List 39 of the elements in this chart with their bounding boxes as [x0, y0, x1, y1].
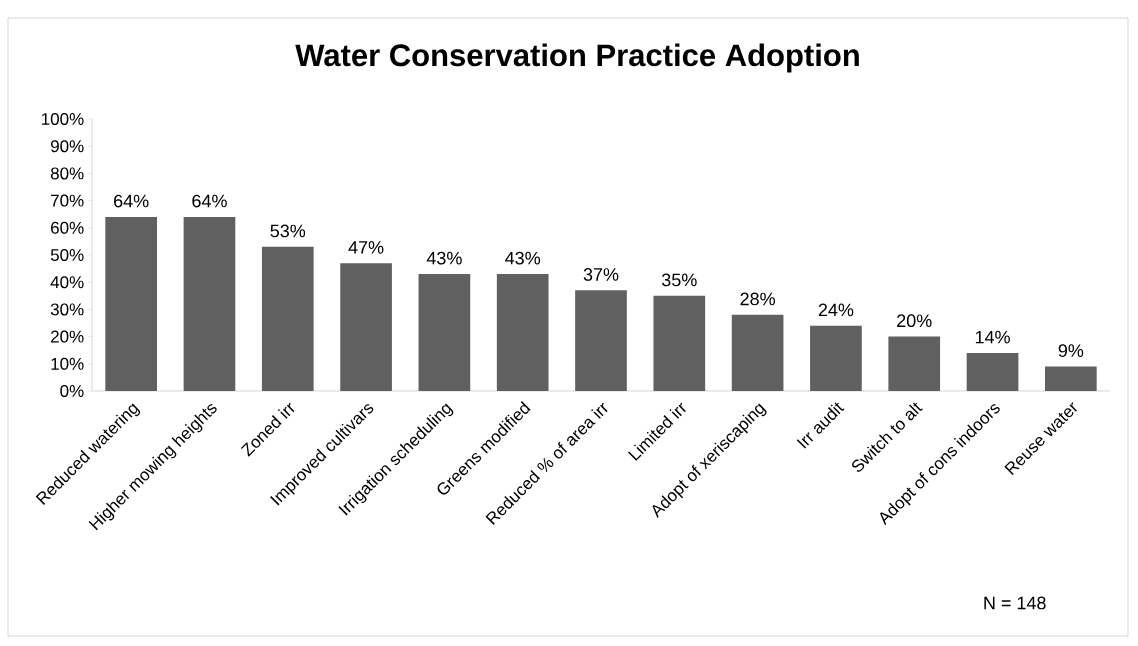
chart-title: Water Conservation Practice Adoption [295, 43, 859, 73]
bar [340, 263, 392, 391]
bar [183, 216, 236, 391]
y-tick-label: 0% [60, 384, 84, 398]
y-tick-label: 90% [50, 140, 84, 153]
data-label: 37% [583, 268, 619, 281]
bar [418, 274, 471, 391]
data-label: 64% [114, 194, 149, 208]
bar [731, 314, 784, 391]
data-label: 28% [740, 292, 775, 306]
bar [810, 325, 862, 391]
data-label: 35% [661, 273, 697, 287]
bar [1045, 366, 1097, 391]
y-tick-label: 80% [50, 167, 84, 180]
y-tick-label: 50% [50, 248, 84, 262]
y-tick-label: 40% [50, 276, 84, 289]
y-tick-label: 70% [51, 194, 84, 207]
data-label: 47% [348, 241, 384, 254]
data-label: 64% [192, 194, 227, 208]
data-label: 9% [1058, 344, 1084, 357]
data-label: 24% [818, 303, 854, 317]
bar [888, 336, 941, 391]
bar [105, 216, 157, 391]
y-tick-label: 30% [50, 303, 84, 316]
data-label: 43% [426, 251, 462, 265]
data-label: 43% [505, 251, 541, 265]
data-label: 20% [897, 314, 932, 328]
bar [653, 295, 706, 391]
bar [966, 352, 1019, 391]
y-tick-label: 10% [51, 357, 84, 370]
y-tick-label: 100% [42, 112, 84, 126]
text: N = 148 [984, 596, 1046, 610]
bar [575, 290, 627, 391]
y-tick-label: 60% [51, 221, 84, 234]
y-tick-label: 20% [51, 330, 84, 343]
bar [496, 274, 549, 391]
bar [261, 246, 314, 391]
data-label: 14% [975, 330, 1010, 344]
data-label: 53% [270, 224, 306, 238]
